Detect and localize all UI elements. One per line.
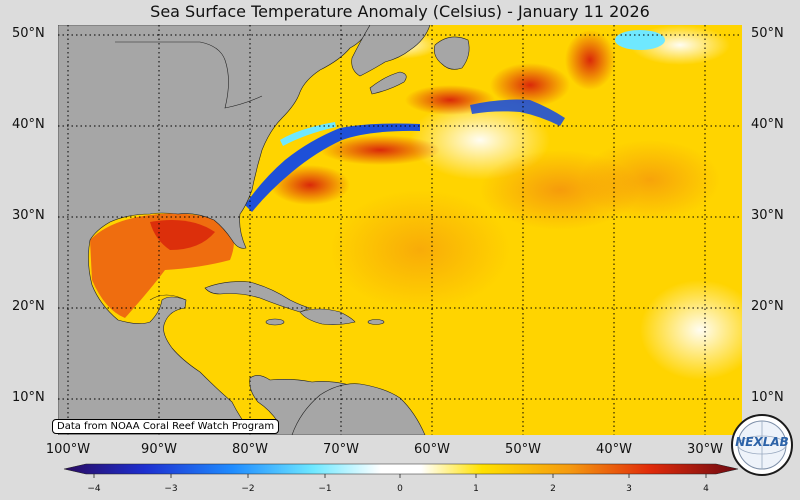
lon-label: 30°W [687,442,723,457]
south-america-land [291,383,426,435]
anomaly-patch [565,30,615,90]
gulf-anomaly [150,219,215,250]
logo-text: NEXLAB [735,435,789,449]
border-line [115,41,263,109]
lon-label: 90°W [141,442,177,457]
lon-label: 70°W [323,442,359,457]
anomaly-patch [615,30,665,50]
lat-label-right: 20°N [751,299,784,314]
hispaniola-land [299,308,356,325]
colorbar-tick-label: 2 [550,484,556,494]
canada-land [351,25,431,77]
colorbar-tick-label: 1 [473,484,479,494]
lon-label: 60°W [414,442,450,457]
nexlab-logo[interactable]: NEXLAB [730,413,794,477]
anomaly-patch [270,165,350,205]
gulf-stream-cold [470,99,565,126]
lat-label-left: 20°N [12,299,45,314]
map-title: Sea Surface Temperature Anomaly (Celsius… [150,2,650,21]
lat-label-left: 30°N [12,208,45,223]
lat-label-right: 40°N [751,117,784,132]
colorbar-tick-label: 3 [626,484,632,494]
gulf-stream-cold [280,122,336,146]
border-line [149,294,187,301]
anomaly-patch [320,135,440,165]
lon-label: 80°W [232,442,268,457]
newfoundland-land [434,36,470,70]
anomaly-patch [580,140,720,220]
lat-label-right: 50°N [751,26,784,41]
lon-label: 40°W [596,442,632,457]
colorbar-tick-label: −4 [87,484,101,494]
puerto-rico-land [367,319,385,325]
colorbar [63,463,739,475]
gulf-stream-cold [245,123,420,212]
north-america-land [58,25,413,435]
colorbar-tick-label: 0 [397,484,403,494]
colorbar-tick-label: −1 [318,484,332,494]
lon-label: 50°W [505,442,541,457]
lat-label-left: 10°N [12,390,45,405]
lat-label-right: 30°N [751,208,784,223]
nova-scotia-land [369,71,407,95]
anomaly-patch [640,280,742,380]
lat-label-left: 50°N [12,26,45,41]
jamaica-land [265,318,285,326]
globe-icon [731,414,793,476]
lat-label-left: 40°N [12,117,45,132]
lat-label-right: 10°N [751,390,784,405]
anomaly-patch [330,190,510,310]
graticule [58,25,742,435]
data-credit: Data from NOAA Coral Reef Watch Program [52,419,280,434]
colorbar-ticks [93,474,707,478]
lon-label: 100°W [45,442,91,457]
colorbar-tick-label: 4 [703,484,709,494]
colorbar-tick-label: −2 [241,484,255,494]
colorbar-tick-label: −3 [164,484,178,494]
anomaly-patch [490,63,570,107]
